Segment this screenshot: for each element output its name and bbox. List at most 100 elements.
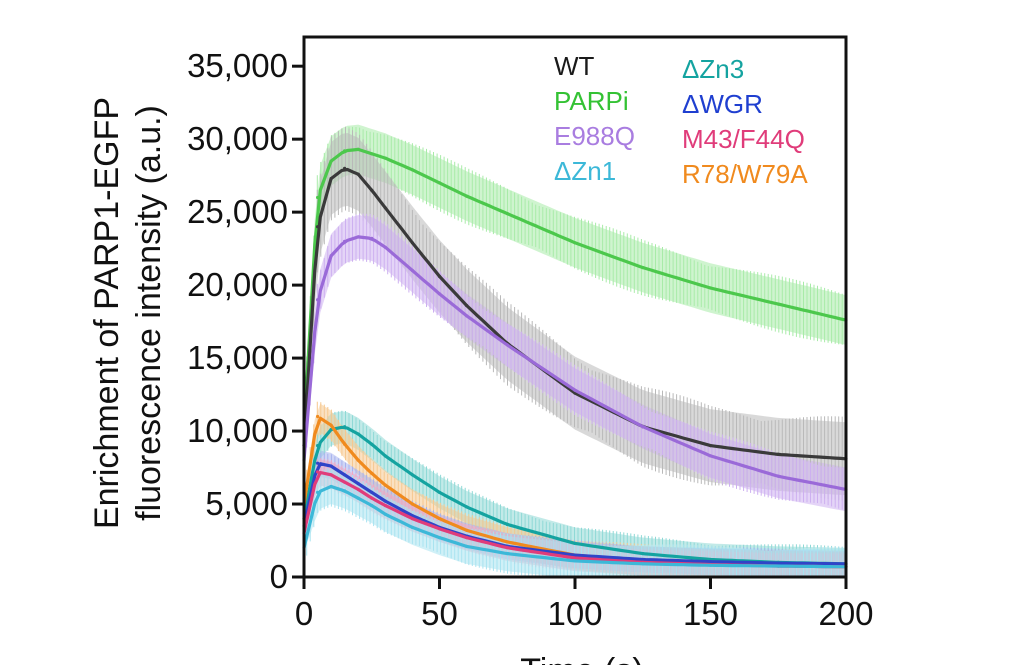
series-7-point [329,423,333,427]
series-4-point [410,473,414,477]
series-4-point [437,490,442,494]
series-5-point [383,499,387,503]
series-3-point [329,484,333,489]
series-1-error-band [304,124,846,432]
series-1-point [776,302,780,306]
series-0-point [708,444,713,448]
series-5-point [316,461,320,465]
legend-label-e988q: E988Q [554,121,635,151]
series-0-point [343,166,347,170]
series-3-point [383,512,387,516]
series-6-point [356,487,360,491]
series-2-point [356,235,360,239]
series-1-point [370,152,374,156]
series-3-point [437,536,442,540]
series-2-point [505,343,509,347]
y-axis-title-line1: Enrichment of PARP1-EGFP [88,97,126,529]
series-5-point [776,561,780,565]
series-3-point [343,489,347,493]
series-4-point [343,425,347,429]
series-0-point [316,225,320,229]
series-6-point [343,480,347,484]
series-1-point [329,159,333,163]
series-7-point [505,540,509,544]
error-bars [306,126,847,577]
x-axis: 0 50 100 150 200 [295,577,874,632]
series-4-point [370,442,374,446]
series-4-point [641,552,645,556]
series-2-point [370,236,374,240]
series-6-point [505,546,509,550]
series-0-point [383,206,387,210]
x-axis-title: Time (s) [520,652,643,665]
series-5-point [329,464,333,468]
x-tick-label: 150 [683,595,738,632]
series-6-point [465,536,469,540]
y-axis-title-line2: fluorescence intensity (a.u.) [130,105,168,521]
series-7-point [465,528,469,532]
y-tick-label: 10,000 [187,412,288,449]
series-0-point [329,177,333,181]
series-7-point [316,414,320,419]
y-tick-label: 0 [270,558,288,595]
series-1-point [465,194,469,198]
series-6-point [383,503,387,508]
series-2-point [329,254,333,258]
series-7-point [383,483,387,487]
series-5-point [573,553,577,557]
series-6-point [370,496,374,500]
series-1-point [708,286,713,290]
series-3-point [641,562,645,566]
y-tick-label: 15,000 [187,339,288,376]
legend-label-dzn3: ΔZn3 [682,54,744,84]
series-2-error-band [304,215,846,512]
legend-label-r78w79a: R78/W79A [682,159,808,189]
series-2-point [410,268,414,273]
series-3-point [776,564,780,568]
series-2-point [383,245,387,249]
legend-label-wt: WT [554,51,595,81]
series-1-point [343,149,347,153]
series-1-point [356,147,360,151]
series-2-point [343,239,347,243]
series-7-point [437,517,442,521]
legend-label-m43f44q: M43/F44Q [682,124,805,154]
series-5-point [641,557,645,562]
series-4-point [383,454,387,458]
series-6-point [410,517,414,521]
series-4-point [356,432,360,436]
series-6-point [573,556,577,560]
series-0-point [776,452,780,456]
series-1-point [410,168,414,172]
series-0-point [356,172,360,176]
series-3-point [356,496,360,500]
x-tick-label: 100 [547,595,602,632]
y-tick-label: 20,000 [187,266,288,303]
series-2-point [573,388,577,392]
series-5-point [370,490,374,494]
series-0-point [370,188,374,192]
series-4-point [573,541,577,546]
series-6-point [316,470,320,474]
y-tick-label: 35,000 [187,47,288,84]
series-2-point [437,292,442,296]
series-3-point [573,559,577,563]
series-3-point [505,552,509,556]
series-1-point [573,241,577,245]
x-tick-label: 50 [421,595,458,632]
series-6-point [437,527,442,531]
y-tick-label: 25,000 [187,193,288,230]
x-tick-label: 0 [295,595,313,632]
error-bands [304,124,846,577]
series-7-point [410,502,414,506]
series-3-point [370,503,374,508]
series-3-error-band [304,469,846,577]
series-5-point [343,473,347,477]
series-4-point [465,505,469,509]
series-6-point [329,473,333,477]
legend-label-dwgr: ΔWGR [682,89,763,119]
x-tick-label: 200 [818,595,873,632]
series-4-point [505,522,509,527]
series-1-point [437,181,442,185]
